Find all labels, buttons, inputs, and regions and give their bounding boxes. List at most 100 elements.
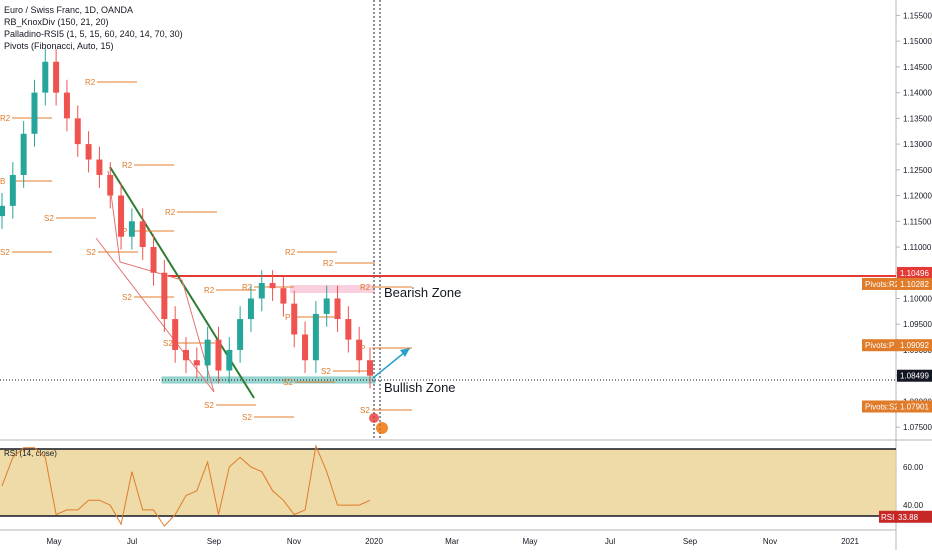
- time-axis-label: Mar: [445, 537, 459, 546]
- candle-body: [96, 159, 103, 175]
- pivot-level-label: P: [285, 313, 290, 322]
- time-axis-label: Sep: [207, 537, 222, 546]
- price-tick-label: 1.10000: [903, 294, 932, 303]
- rsi-tick-label: 60.00: [903, 463, 924, 472]
- pivot-level-label: S2: [283, 378, 293, 387]
- candle-body: [42, 61, 49, 93]
- bearish-zone-box[interactable]: [290, 285, 375, 293]
- candle-body: [74, 118, 81, 145]
- candle-body: [215, 339, 222, 371]
- candle-body: [53, 61, 60, 93]
- candle-body: [204, 339, 211, 366]
- price-badge: [897, 266, 932, 279]
- pivot-level-label: R2: [0, 114, 11, 123]
- time-axis-label: Nov: [763, 537, 777, 546]
- pivot-level-label: B: [0, 177, 5, 186]
- time-axis-label: Jul: [605, 537, 615, 546]
- price-badge-value: 1.08499: [900, 372, 929, 381]
- time-axis-label: May: [522, 537, 537, 546]
- price-badge-value: 1.10496: [900, 269, 929, 278]
- price-tick-label: 1.11500: [903, 217, 932, 226]
- main-pane[interactable]: [0, 0, 896, 440]
- pivot-level-label: S2: [163, 339, 173, 348]
- pivot-level-label: P: [360, 344, 365, 353]
- candle-body: [128, 221, 135, 237]
- candle-body: [150, 247, 157, 273]
- price-badge: [897, 277, 932, 290]
- pivot-level-label: S2: [321, 367, 331, 376]
- candle-body: [269, 283, 276, 289]
- candle-body: [280, 288, 287, 304]
- pivot-level-label: R2: [242, 283, 253, 292]
- price-tick-label: 1.11000: [903, 243, 932, 252]
- pivot-badge-name: [862, 400, 898, 413]
- candle-body: [0, 205, 5, 217]
- pivot-badge-name-text: Pivots:S2: [865, 402, 899, 411]
- candle-body: [31, 92, 38, 134]
- price-badge: [897, 369, 932, 382]
- price-tick-label: 1.15000: [903, 37, 932, 46]
- pivot-level-label: R2: [85, 78, 96, 87]
- event-icon[interactable]: [376, 422, 388, 434]
- candle-body: [323, 298, 330, 314]
- rsi-badge-value: 33.88: [898, 513, 919, 522]
- indicator-pivots[interactable]: Pivots (Fibonacci, Auto, 15): [4, 41, 114, 51]
- flag-icon[interactable]: [369, 413, 379, 423]
- time-axis-label: 2020: [365, 537, 383, 546]
- candle-body: [193, 360, 200, 366]
- candle-body: [85, 144, 92, 160]
- price-badge: [897, 339, 932, 352]
- bullish-zone-label: Bullish Zone: [384, 380, 456, 395]
- candle-body: [118, 195, 125, 237]
- price-badge-value: 1.10282: [900, 280, 929, 289]
- pivot-badge-name: [862, 339, 898, 352]
- time-axis-label: May: [46, 537, 61, 546]
- pivot-badge-name-text: Pivots:P: [865, 341, 894, 350]
- price-tick-label: 1.14500: [903, 63, 932, 72]
- price-tick-label: 1.09500: [903, 320, 932, 329]
- candle-body: [302, 334, 309, 361]
- candle-body: [161, 272, 168, 320]
- pivot-level-label: R2: [122, 161, 133, 170]
- rsi-badge: [879, 510, 932, 523]
- candle-body: [63, 92, 70, 119]
- pivot-level-label: S2: [122, 293, 132, 302]
- candle-body: [258, 283, 265, 299]
- candle-body: [20, 133, 27, 175]
- candle-body: [247, 298, 254, 320]
- price-badge: [897, 400, 932, 413]
- price-tick-label: 1.13000: [903, 140, 932, 149]
- candle-body: [356, 339, 363, 361]
- symbol-title[interactable]: Euro / Swiss Franc, 1D, OANDA: [4, 5, 134, 15]
- candle-body: [367, 360, 373, 376]
- candle-body: [9, 174, 16, 206]
- time-axis-label: Nov: [287, 537, 301, 546]
- rsi-line: [1, 444, 371, 527]
- rsi-badge-label: RSI: [881, 513, 894, 522]
- pivot-level-label: R2: [204, 286, 215, 295]
- candle-body: [107, 174, 114, 196]
- pivot-level-label: S2: [360, 406, 370, 415]
- pivot-level-label: R2: [360, 283, 371, 292]
- rsi-band: [0, 449, 896, 516]
- chart-legend: Euro / Swiss Franc, 1D, OANDA RB_KnoxDiv…: [4, 4, 183, 52]
- candle-body: [345, 319, 352, 340]
- indicator-palladino[interactable]: Palladino-RSI5 (1, 5, 15, 60, 240, 14, 7…: [4, 29, 183, 39]
- indicator-knoxdiv[interactable]: RB_KnoxDiv (150, 21, 20): [4, 17, 109, 27]
- price-badge-value: 1.09092: [900, 341, 929, 350]
- bullish-zone-box[interactable]: [161, 376, 376, 384]
- rsi-title: RSI (14, close): [4, 449, 57, 458]
- projection-arrowhead: [400, 348, 410, 357]
- time-axis-label: Jul: [127, 537, 137, 546]
- candle-body: [237, 319, 244, 350]
- pivot-badge-name-text: Pivots:R2: [865, 280, 900, 289]
- pivot-level-label: S2: [242, 413, 252, 422]
- time-axis-label: Sep: [683, 537, 698, 546]
- candle-body: [139, 221, 146, 248]
- pivot-level-label: S2: [0, 248, 10, 257]
- candle-body: [226, 349, 233, 371]
- pivot-level-label: R2: [323, 259, 334, 268]
- pivot-badge-name: [862, 277, 898, 290]
